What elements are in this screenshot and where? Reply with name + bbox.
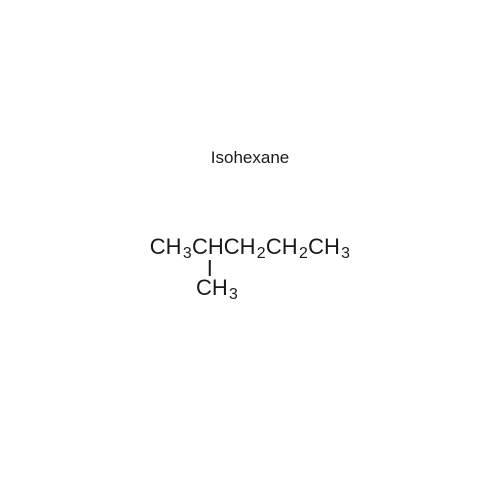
subscript: 2 <box>299 245 308 262</box>
element-text: CH <box>196 275 228 300</box>
chain-segment-1: CHCH3 <box>192 234 224 260</box>
chain-segment-0: CH3 <box>150 234 192 260</box>
subscript: 2 <box>257 245 266 262</box>
element-text: CH <box>224 234 256 259</box>
subscript: 3 <box>229 286 238 303</box>
element-text: CH <box>192 234 224 259</box>
chain-segment-2: CH2 <box>224 234 266 260</box>
chain-segment-3: CH2 <box>266 234 308 260</box>
substituent-group: CH3 <box>196 275 238 301</box>
subscript: 3 <box>341 245 350 262</box>
chemical-formula: CH3CHCH3CH2CH2CH3 <box>150 234 350 260</box>
element-text: CH <box>308 234 340 259</box>
subscript: 3 <box>183 245 192 262</box>
chain-segment-4: CH3 <box>308 234 350 260</box>
compound-title: Isohexane <box>211 148 289 168</box>
element-text: CH <box>150 234 182 259</box>
bond-line <box>209 260 211 276</box>
main-chain: CH3CHCH3CH2CH2CH3 <box>150 234 350 260</box>
element-text: CH <box>266 234 298 259</box>
